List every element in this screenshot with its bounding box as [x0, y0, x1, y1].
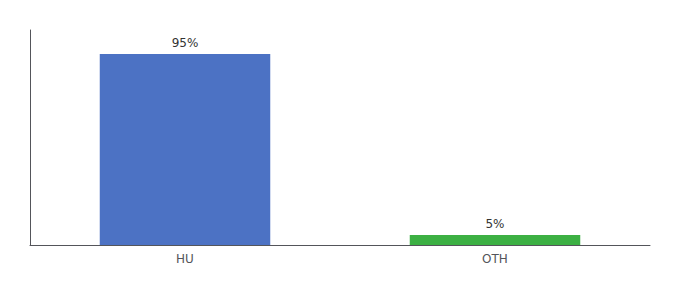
svg-text:HU: HU: [176, 252, 194, 266]
svg-text:OTH: OTH: [482, 252, 508, 266]
svg-text:95%: 95%: [172, 36, 199, 50]
svg-text:5%: 5%: [485, 217, 504, 231]
